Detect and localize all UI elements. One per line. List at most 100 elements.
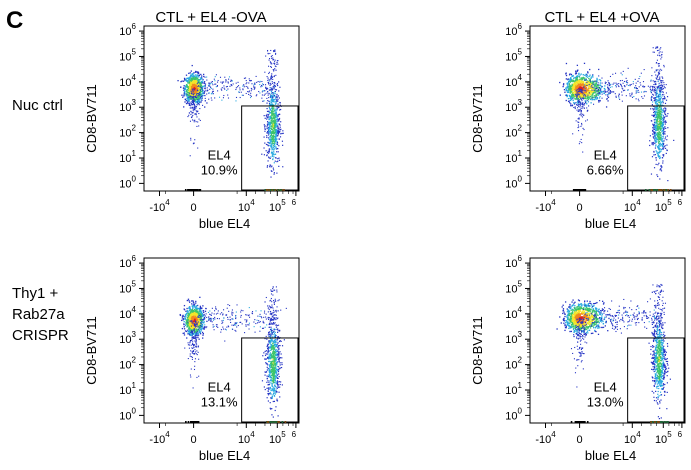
ctl-point (196, 101, 197, 102)
smear-point (246, 82, 247, 83)
ctl-point (194, 79, 195, 80)
ctl-point (588, 101, 589, 102)
el4-point (651, 120, 652, 121)
el4-point (271, 73, 272, 74)
smear-point (246, 80, 247, 81)
smear-point (638, 99, 639, 100)
el4-point (266, 132, 267, 133)
tail-point (577, 121, 578, 122)
el4-point (273, 101, 274, 102)
ctl-point (586, 92, 587, 93)
el4-point (665, 122, 666, 123)
ctl-point (195, 91, 196, 92)
smear-point (615, 83, 616, 84)
smear-point (258, 91, 259, 92)
el4-point (274, 148, 275, 149)
el4-point (275, 112, 276, 113)
smear-point (636, 88, 637, 89)
el4-upper-point (661, 82, 662, 83)
smear-point (607, 91, 608, 92)
el4-point (266, 150, 267, 151)
ctl-point (594, 85, 595, 86)
el4-point (662, 160, 663, 161)
el4-point (267, 121, 268, 122)
tail-point (197, 90, 198, 91)
smear-point (207, 87, 208, 88)
el4-point (662, 157, 663, 158)
el4-upper-point (661, 54, 662, 55)
el4-point (276, 100, 277, 101)
tail-point (194, 108, 195, 109)
el4-point (663, 131, 664, 132)
smear-point (231, 80, 232, 81)
el4-point (661, 144, 662, 145)
smear-point (593, 84, 594, 85)
el4-point (661, 129, 662, 130)
el4-point (279, 87, 280, 88)
ctl-point (201, 75, 202, 76)
ctl-point (567, 91, 568, 92)
smear-point (248, 91, 249, 92)
ctl-point (184, 305, 185, 306)
ctl-point (592, 75, 593, 76)
el4-point (276, 173, 277, 174)
smear-point (202, 98, 203, 99)
tail-point (576, 90, 577, 91)
ctl-point (187, 102, 188, 103)
el4-point (659, 119, 660, 120)
el4-point (660, 151, 661, 152)
smear-point (636, 93, 637, 94)
ctl-point (205, 311, 206, 312)
ctl-point (592, 82, 593, 83)
ctl-point (567, 82, 568, 83)
tail-point (194, 101, 195, 102)
tail-point (583, 129, 584, 130)
ctl-point (203, 76, 204, 77)
el4-point (268, 93, 269, 94)
el4-upper-point (657, 55, 658, 56)
ctl-point (577, 75, 578, 76)
el4-point (655, 122, 656, 123)
tail-point (193, 96, 194, 97)
el4-upper-point (663, 65, 664, 66)
el4-point (658, 110, 659, 111)
smear-point (261, 81, 262, 82)
smear-point (642, 86, 643, 87)
ctl-point (195, 85, 196, 86)
el4-upper-point (659, 77, 660, 78)
el4-point (656, 164, 657, 165)
el4-point (665, 103, 666, 104)
el4-point (274, 172, 275, 173)
el4-point (274, 145, 275, 146)
baseline-point (576, 189, 578, 191)
el4-upper-point (272, 97, 273, 98)
ctl-point (618, 95, 619, 96)
tail-point (188, 97, 189, 98)
tail-point (582, 151, 583, 152)
el4-point (653, 109, 654, 110)
el4-point (656, 128, 657, 129)
el4-point (667, 127, 668, 128)
el4-point (276, 123, 277, 124)
smear-point (249, 78, 250, 79)
smear-point (659, 79, 660, 80)
smear-point (627, 82, 628, 83)
ctl-point (589, 79, 590, 80)
ctl-point (196, 79, 197, 80)
x-axis-label: blue EL4 (199, 448, 250, 463)
ctl-point (182, 328, 183, 329)
ctl-point (568, 78, 569, 79)
el4-point (653, 98, 654, 99)
el4-point (656, 133, 657, 134)
smear-point (598, 75, 599, 76)
el4-point (276, 89, 277, 90)
tail-point (582, 134, 583, 135)
ctl-point (591, 95, 592, 96)
ctl-point (606, 106, 607, 107)
tail-point (189, 93, 190, 94)
tail-point (197, 147, 198, 148)
smear-point (589, 84, 590, 85)
el4-point (658, 108, 659, 109)
el4-point (660, 111, 661, 112)
tail-point (194, 139, 195, 140)
